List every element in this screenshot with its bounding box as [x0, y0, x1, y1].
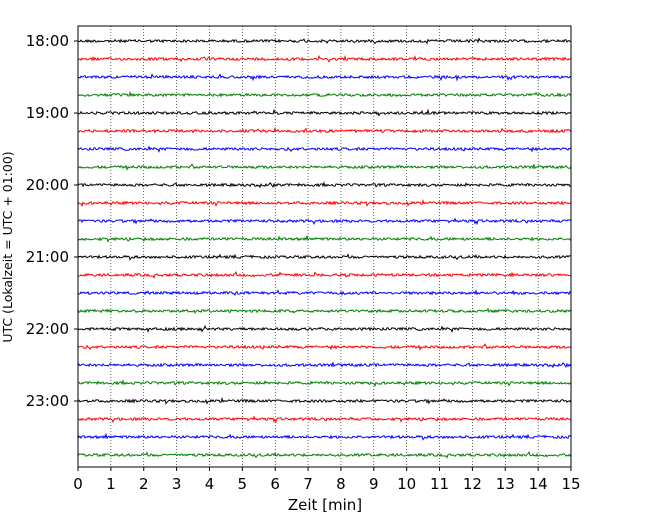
plot-frame: [77, 25, 572, 468]
seismic-trace: [77, 234, 572, 243]
x-tick-label: 5: [238, 475, 248, 493]
seismic-traces: [77, 37, 572, 459]
y-tick-label: 19:00: [26, 104, 69, 122]
x-tick-label: 13: [496, 475, 515, 493]
x-axis-ticks: 0 1 2 3 4 5 6 7 8 9 10 11 12 13 14 15: [73, 467, 581, 493]
seismic-trace: [77, 432, 572, 441]
x-tick-label: 14: [529, 475, 548, 493]
seismic-trace: [77, 324, 572, 333]
seismic-trace: [77, 379, 572, 388]
x-tick-label: 10: [397, 475, 416, 493]
seismic-trace: [77, 307, 572, 314]
y-tick-label: 21:00: [26, 248, 69, 266]
x-axis-label: Zeit [min]: [288, 496, 362, 514]
seismic-trace: [77, 145, 572, 153]
x-tick-label: 4: [205, 475, 215, 493]
x-tick-label: 12: [463, 475, 482, 493]
seismic-trace: [77, 217, 571, 226]
y-tick-label: 18:00: [26, 32, 69, 50]
seismic-trace: [77, 289, 572, 297]
x-tick-label: 11: [430, 475, 449, 493]
y-tick-label: 23:00: [26, 392, 69, 410]
seismic-trace: [77, 126, 572, 134]
x-tick-label: 15: [561, 475, 580, 493]
y-tick-label: 22:00: [26, 320, 69, 338]
seismic-trace: [77, 450, 572, 459]
x-tick-label: 3: [172, 475, 182, 493]
seismic-trace: [77, 181, 572, 189]
seismic-trace: [77, 343, 572, 352]
seismic-trace: [77, 108, 572, 117]
seismic-trace: [77, 73, 572, 82]
x-tick-label: 7: [303, 475, 313, 493]
seismic-trace: [77, 90, 572, 98]
x-tick-label: 8: [336, 475, 346, 493]
seismic-trace: [77, 198, 572, 208]
y-axis-ticks: 18:00 19:00 20:00 21:00 22:00 23:00: [26, 32, 78, 410]
seismic-trace: [77, 396, 572, 405]
x-tick-label: 6: [270, 475, 280, 493]
x-tick-label: 1: [106, 475, 116, 493]
y-axis-label: UTC (Lokalzeit = UTC + 01:00): [0, 151, 15, 342]
x-tick-label: 0: [73, 475, 83, 493]
seismic-trace: [77, 415, 572, 424]
seismic-trace: [77, 37, 572, 45]
y-tick-label: 20:00: [26, 176, 69, 194]
seismic-trace: [77, 253, 572, 261]
seismic-trace: [77, 54, 572, 63]
seismic-trace: [77, 163, 572, 172]
seismic-trace: [77, 270, 572, 279]
x-tick-label: 9: [369, 475, 379, 493]
seismic-trace: [77, 362, 572, 369]
x-tick-label: 2: [139, 475, 149, 493]
